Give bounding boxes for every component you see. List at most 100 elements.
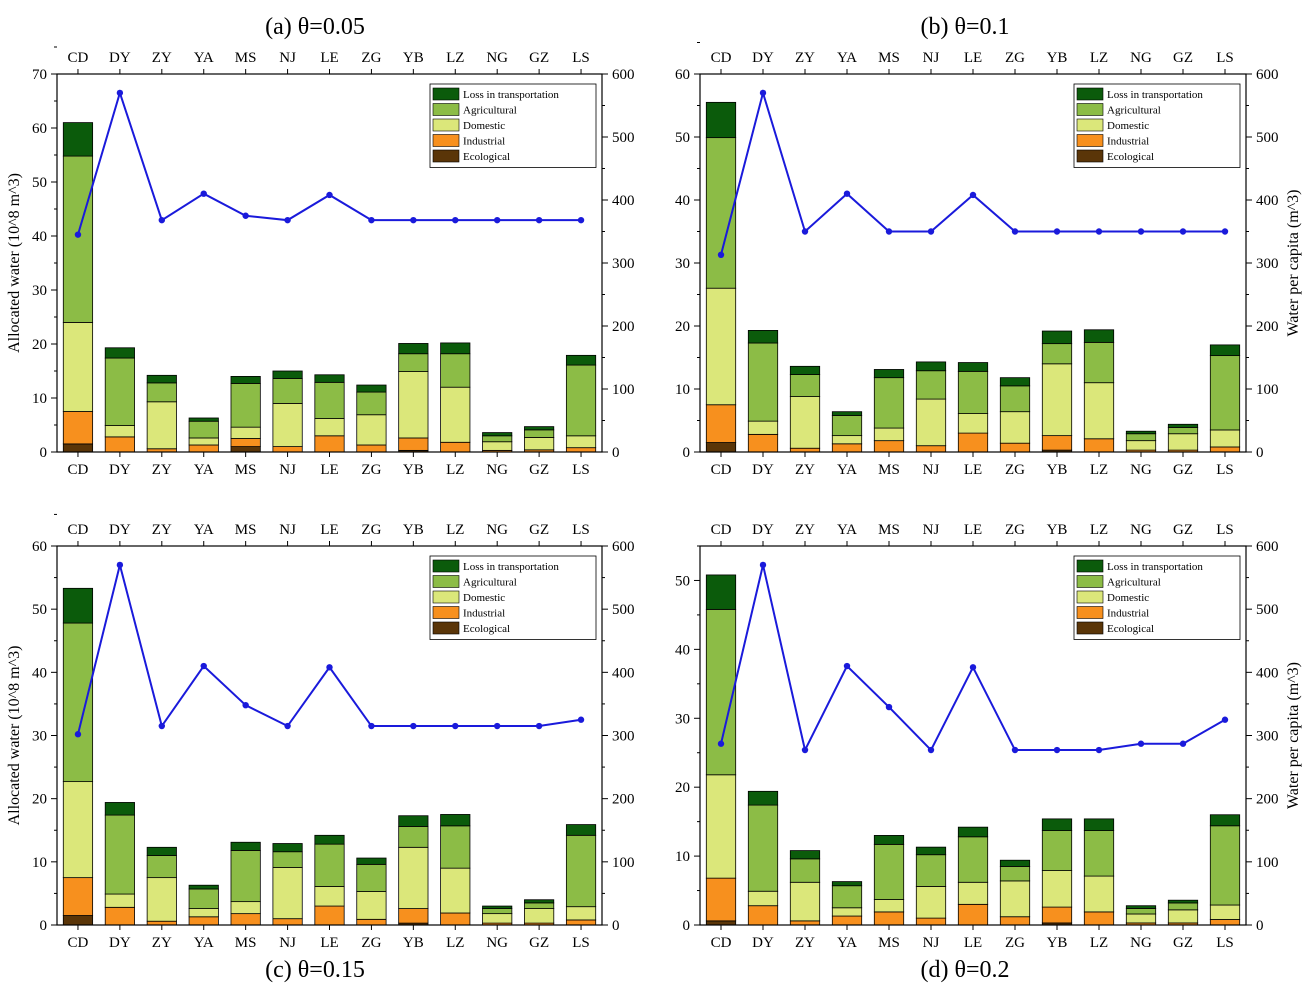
y-tick-label: 30	[675, 256, 690, 272]
x-top-tick-label: YA	[194, 522, 214, 538]
y2-tick-label: 100	[612, 382, 635, 398]
legend-swatch-industrial	[432, 606, 460, 619]
y2-tick-label: 100	[1256, 382, 1279, 398]
bar-MS-agricultural	[873, 377, 905, 429]
legend-swatch-loss-in-transportation	[432, 559, 460, 573]
per-capita-point-CD	[74, 731, 82, 738]
legend-label: Domestic	[1107, 120, 1149, 132]
legend-label: Agricultural	[463, 577, 517, 589]
y-tick-label: 10	[675, 382, 690, 398]
x-tick-label: LS	[572, 462, 590, 478]
bar-LS-domestic	[565, 435, 597, 449]
bar-YA-loss-in-transportation	[188, 884, 219, 890]
x-tick-label: CD	[68, 935, 89, 951]
bar-LE-industrial	[957, 903, 989, 926]
bar-NG-domestic	[482, 913, 513, 924]
legend-label: Agricultural	[1107, 105, 1161, 117]
y2-tick-label: 500	[612, 130, 635, 146]
bar-LZ-domestic	[1083, 875, 1115, 913]
y2-tick-label: 300	[612, 256, 635, 272]
bar-DY-domestic	[747, 420, 779, 435]
x-top-tick-label: ZG	[1005, 522, 1025, 538]
x-tick-label: YA	[837, 935, 857, 951]
per-capita-point-YA	[200, 190, 207, 197]
bar-ZG-loss-in-transportation	[999, 859, 1031, 867]
y2-tick-label: 300	[1256, 256, 1279, 272]
panel-title: (a) θ=0.05	[265, 14, 365, 40]
y-tick-label: 10	[32, 855, 47, 871]
per-capita-point-LZ	[452, 722, 459, 730]
bar-NJ-loss-in-transportation	[272, 370, 303, 379]
x-tick-label: DY	[752, 462, 774, 478]
bar-GZ-agricultural	[1167, 427, 1199, 435]
bar-LE-domestic	[314, 418, 345, 437]
bar-YB-loss-in-transportation	[398, 343, 429, 355]
y2-tick-label: 600	[1256, 67, 1279, 83]
bar-NG-agricultural	[482, 435, 513, 443]
x-top-tick-label: NJ	[279, 522, 296, 538]
x-top-tick-label: ZY	[795, 522, 815, 538]
bar-CD-agricultural	[62, 155, 94, 323]
x-top-tick-label: LS	[1216, 522, 1234, 538]
legend-label: Domestic	[1107, 592, 1149, 604]
bar-LZ-loss-in-transportation	[1083, 818, 1115, 831]
bar-ZY-agricultural	[789, 374, 821, 397]
y2-tick-label: 200	[1256, 319, 1279, 335]
bar-NG-agricultural	[482, 908, 513, 915]
per-capita-point-YA	[843, 190, 851, 197]
bar-LS-industrial	[1209, 919, 1241, 926]
y2-tick-label: 600	[1256, 539, 1279, 555]
y2-tick-label: 500	[1256, 602, 1279, 618]
bar-LS-agricultural	[1209, 825, 1241, 906]
bar-DY-agricultural	[747, 342, 779, 422]
panel-title: (b) θ=0.1	[920, 14, 1009, 40]
y-tick-label: 40	[675, 193, 690, 209]
y2-tick-label: 0	[1256, 918, 1264, 934]
x-top-tick-label: DY	[752, 522, 774, 538]
bar-YA-loss-in-transportation	[188, 417, 219, 422]
bar-ZY-loss-in-transportation	[146, 374, 177, 384]
bar-GZ-agricultural	[524, 902, 555, 909]
bar-MS-ecological	[230, 446, 261, 453]
bar-LS-loss-in-transportation	[1209, 344, 1241, 357]
bar-ZY-domestic	[789, 396, 821, 449]
bar-YB-loss-in-transportation	[1041, 818, 1073, 831]
per-capita-point-NJ	[927, 746, 935, 754]
bar-CD-industrial	[62, 877, 94, 916]
bar-DY-agricultural	[104, 357, 135, 426]
bar-NG-loss-in-transportation	[482, 905, 513, 909]
x-tick-label: GZ	[529, 935, 549, 951]
legend-swatch-agricultural	[1076, 575, 1104, 588]
legend-label: Ecological	[463, 623, 510, 635]
y2-tick-label: 100	[612, 855, 635, 871]
per-capita-point-NG	[1137, 228, 1145, 235]
bar-GZ-loss-in-transportation	[1167, 423, 1199, 428]
bar-NG-loss-in-transportation	[1125, 905, 1157, 909]
y2-tick-label: 0	[612, 918, 620, 934]
x-top-tick-label: NJ	[923, 522, 940, 538]
x-tick-label: NG	[1130, 462, 1152, 478]
bar-ZY-loss-in-transportation	[789, 850, 821, 860]
x-top-tick-label: YB	[1047, 522, 1068, 538]
bar-NG-loss-in-transportation	[482, 432, 513, 437]
panel-a: (a) θ=0.05 0 10 20 30 40 50 60 70 0 100 200 300 400 50…	[6, 14, 635, 478]
y-tick-label: 0	[683, 445, 691, 461]
x-top-tick-label: LE	[964, 50, 982, 66]
bar-YB-agricultural	[398, 353, 429, 372]
bar-LZ-domestic	[1083, 382, 1115, 440]
x-tick-label: NJ	[923, 462, 940, 478]
legend-label: Ecological	[1107, 623, 1154, 635]
bar-YA-domestic	[831, 435, 863, 445]
bar-LE-domestic	[957, 413, 989, 434]
x-tick-label: DY	[752, 935, 774, 951]
bar-NJ-loss-in-transportation	[915, 361, 947, 372]
y-tick-label: 40	[32, 229, 47, 245]
per-capita-point-ZG	[368, 722, 375, 730]
bar-GZ-domestic	[524, 908, 555, 924]
bar-LS-industrial	[565, 447, 597, 453]
bar-NJ-domestic	[915, 886, 947, 919]
bar-CD-ecological	[62, 443, 94, 453]
legend-swatch-domestic	[1076, 590, 1104, 604]
bar-ZY-domestic	[146, 877, 177, 922]
